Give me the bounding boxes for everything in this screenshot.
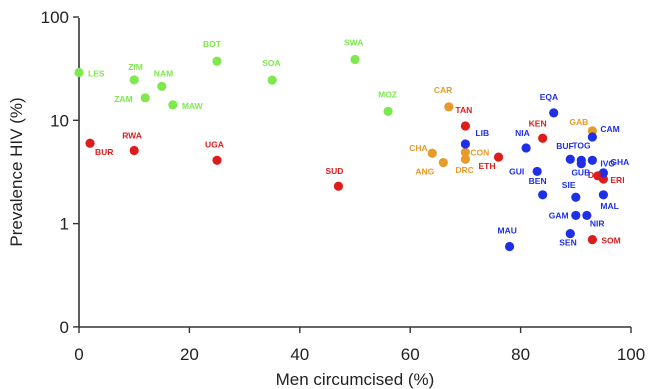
data-label-nia: NIA [515,128,530,138]
data-label-gui: GUI [509,166,524,176]
x-axis-title: Men circumcised (%) [276,370,435,389]
data-label-gam: GAM [549,210,569,220]
data-label-eqa: EQA [540,92,558,102]
y-tick-label: 100 [41,8,69,27]
data-label-car: CAR [434,85,452,95]
data-point-eth [493,152,504,162]
data-label-gub: GUB [571,168,590,178]
data-label-nir: NIR [590,218,605,228]
data-label-bot: BOT [203,39,222,49]
data-point-rwa [129,145,139,156]
y-axis-title: Prevalence HIV (%) [7,97,26,246]
y-tick-label: 1 [60,215,69,234]
data-label-gab: GAB [569,117,588,127]
data-point-eqa [549,108,559,118]
data-point-zam [140,93,150,103]
data-label-bur: BUR [95,147,113,157]
data-point-gui [532,166,542,177]
data-point-gub [576,159,586,169]
data-point-lib [460,139,470,149]
y-axis-ticks: 0 1 10 100 [41,8,79,337]
data-label-sud: SUD [325,166,343,176]
data-point-som [587,235,597,245]
data-points [74,54,609,252]
data-point-uga [212,155,222,165]
y-tick-label: 0 [60,318,69,337]
data-label-eri: ERI [610,175,624,185]
data-point-nir [582,210,592,221]
data-label-zam: ZAM [114,94,132,104]
data-point-swa [350,54,360,65]
data-label-tan: TAN [455,105,472,115]
data-label-maw: MAW [182,101,204,111]
x-axis-ticks: 0 20 40 60 80 100 [74,327,645,364]
data-point-moz [383,106,393,116]
data-point-nam [157,81,167,91]
data-label-soa: SOA [262,58,280,68]
x-tick-label: 80 [511,345,530,364]
data-label-rwa: RWA [122,131,142,141]
data-label-drc: DRC [455,165,473,175]
data-label-cam: CAM [600,124,619,134]
data-point-soa [267,75,277,85]
data-label-sie: SIE [562,180,576,190]
data-label-mal: MAL [600,201,618,211]
x-tick-label: 100 [617,345,645,364]
data-label-nam: NAM [154,68,173,78]
data-point-gam [571,210,581,221]
data-point-mal [598,190,609,200]
x-tick-label: 20 [180,345,199,364]
data-point-car [444,102,454,112]
data-point-sie [571,192,581,202]
data-label-zim: ZIM [128,62,143,72]
data-point-ang [438,157,448,168]
data-label-cha: CHA [409,143,427,153]
data-point-cam [587,132,597,142]
data-label-ben: BEN [529,176,547,186]
data-point-ivo [587,155,597,165]
data-point-con [460,147,470,157]
data-label-som: SOM [601,236,620,246]
data-point-bur [85,138,95,148]
y-tick-label: 10 [50,111,69,130]
data-point-cha [427,148,437,158]
data-label-sen: SEN [559,238,576,248]
data-label-swa: SWA [344,37,363,47]
data-label-mau: MAU [498,226,517,236]
data-label-uga: UGA [205,139,224,149]
plot-frame [78,18,631,328]
data-label-les: LES [88,69,105,79]
data-label-tog: TOG [572,140,591,150]
data-point-mau [504,241,515,252]
data-point-drc [460,154,470,164]
data-point-bot [212,56,222,66]
data-point-ken [538,133,548,143]
x-tick-label: 0 [74,345,83,364]
data-label-ken: KEN [529,118,547,128]
data-point-maw [168,100,178,110]
data-point-les [74,67,84,78]
data-labels: LES ZIM NAM ZAM MAW BOT SOA SWA MOZ BUR RWA UGA SUD T… [88,37,629,247]
data-label-eth: ETH [479,161,496,171]
data-point-buf [565,154,575,164]
data-label-lib: LIB [475,128,489,138]
data-point-ben [538,190,548,200]
data-label-buf: BUF [556,141,573,151]
data-point-zim [129,75,139,85]
data-point-gha [598,168,609,178]
data-label-gha: GHA [610,157,629,167]
data-point-nia [521,143,531,153]
data-label-con: CON [470,147,489,157]
x-tick-label: 40 [290,345,309,364]
data-label-ang: ANG [415,167,434,177]
data-label-moz: MOZ [378,89,397,99]
data-point-sud [333,181,344,191]
data-point-tan [460,121,470,131]
data-label-dji: DJI [588,170,601,180]
x-tick-label: 60 [401,345,420,364]
data-point-sen [565,229,575,239]
data-label-ivo: IVO [600,158,615,168]
